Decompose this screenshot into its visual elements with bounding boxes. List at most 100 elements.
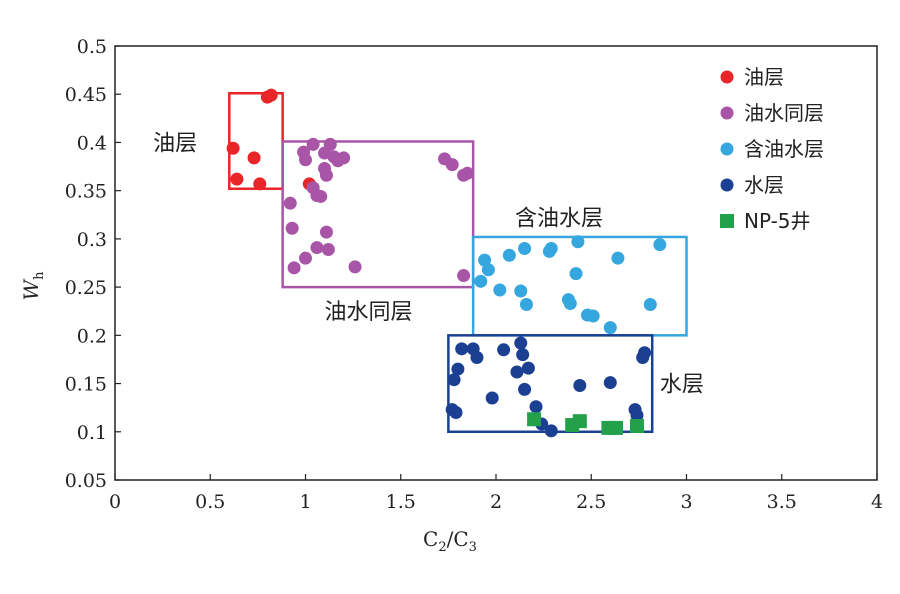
x-tick-label: 2.5 bbox=[576, 491, 606, 513]
data-point bbox=[247, 151, 261, 165]
data-points bbox=[226, 88, 667, 438]
y-axis-title: Wh bbox=[19, 271, 47, 301]
data-point bbox=[630, 408, 644, 422]
legend-label: 油层 bbox=[744, 65, 784, 89]
data-point bbox=[285, 221, 299, 235]
data-point bbox=[474, 274, 488, 288]
x-axis-ticks: 0 0.5 1 1.5 2 2.5 3 3.5 4 bbox=[109, 474, 883, 513]
data-point bbox=[569, 267, 583, 281]
data-point bbox=[306, 137, 320, 151]
data-point bbox=[514, 336, 528, 350]
data-point bbox=[586, 309, 600, 323]
data-point bbox=[460, 166, 474, 180]
y-tick-label: 0.2 bbox=[77, 325, 107, 347]
data-point bbox=[319, 225, 333, 239]
y-tick-label: 0.05 bbox=[65, 470, 107, 492]
data-point bbox=[287, 261, 301, 275]
x-tick-label: 1.5 bbox=[386, 491, 416, 513]
y-tick-label: 0.1 bbox=[77, 422, 107, 444]
legend-marker bbox=[720, 178, 734, 192]
region-label: 油水同层 bbox=[325, 300, 413, 325]
x-tick-label: 0.5 bbox=[195, 491, 225, 513]
data-point bbox=[497, 343, 511, 357]
data-point bbox=[514, 284, 528, 298]
data-point bbox=[445, 158, 459, 172]
legend-marker bbox=[720, 70, 734, 84]
y-tick-label: 0.3 bbox=[77, 229, 107, 251]
data-point bbox=[563, 297, 577, 311]
data-point bbox=[457, 269, 471, 283]
data-point bbox=[611, 251, 625, 265]
data-point bbox=[653, 238, 667, 252]
data-point bbox=[565, 418, 580, 433]
data-point bbox=[253, 177, 267, 191]
data-point bbox=[629, 418, 644, 433]
region-label: 油层 bbox=[153, 131, 197, 156]
data-point bbox=[544, 424, 558, 438]
data-point bbox=[331, 154, 345, 168]
x-tick-label: 0 bbox=[109, 491, 121, 513]
data-point bbox=[470, 351, 484, 365]
data-point bbox=[260, 90, 274, 104]
data-point bbox=[321, 242, 335, 256]
data-point bbox=[573, 378, 587, 392]
x-tick-label: 4 bbox=[871, 491, 883, 513]
legend-label: 水层 bbox=[744, 173, 784, 197]
data-point bbox=[447, 373, 461, 387]
data-point bbox=[493, 283, 507, 297]
data-point bbox=[449, 405, 463, 419]
data-point bbox=[455, 342, 469, 356]
y-tick-label: 0.45 bbox=[65, 84, 107, 106]
x-tick-label: 2 bbox=[490, 491, 502, 513]
data-point bbox=[481, 263, 495, 277]
legend-label: 油水同层 bbox=[744, 101, 824, 125]
data-point bbox=[502, 248, 516, 262]
y-tick-label: 0.4 bbox=[77, 132, 107, 154]
y-tick-label: 0.35 bbox=[65, 181, 107, 203]
y-tick-label: 0.5 bbox=[77, 36, 107, 58]
data-point bbox=[527, 412, 542, 427]
y-tick-label: 0.25 bbox=[65, 277, 107, 299]
data-point bbox=[230, 172, 244, 186]
data-point bbox=[519, 297, 533, 311]
data-point bbox=[348, 260, 362, 274]
data-point bbox=[310, 241, 324, 255]
legend-marker bbox=[720, 214, 734, 228]
x-tick-label: 3.5 bbox=[767, 491, 797, 513]
x-tick-label: 3 bbox=[680, 491, 692, 513]
data-point bbox=[485, 391, 499, 405]
data-point bbox=[283, 196, 297, 210]
data-point bbox=[518, 382, 532, 396]
data-point bbox=[319, 168, 333, 182]
x-tick-label: 1 bbox=[299, 491, 311, 513]
legend-marker bbox=[720, 142, 734, 156]
data-point bbox=[226, 141, 240, 155]
data-point bbox=[314, 189, 328, 203]
data-point bbox=[542, 244, 556, 258]
data-point bbox=[521, 361, 535, 375]
legend-label: 含油水层 bbox=[744, 137, 824, 161]
region-label: 含油水层 bbox=[515, 207, 603, 232]
data-point bbox=[518, 242, 532, 256]
region-label: 水层 bbox=[660, 373, 704, 398]
data-point bbox=[571, 235, 585, 249]
region-box bbox=[281, 140, 475, 289]
data-point bbox=[299, 251, 312, 265]
data-point bbox=[451, 362, 465, 376]
data-point bbox=[529, 400, 543, 414]
y-tick-label: 0.15 bbox=[65, 374, 107, 396]
data-point bbox=[299, 153, 312, 167]
legend-marker bbox=[720, 106, 734, 120]
x-axis-title: C2/C3 bbox=[423, 527, 477, 555]
legend-label: NP-5井 bbox=[744, 209, 811, 233]
data-point bbox=[609, 420, 624, 435]
y-axis-ticks: 0.05 0.1 0.15 0.2 0.25 0.3 0.35 0.4 0.45 0.5 bbox=[65, 36, 121, 492]
data-point bbox=[603, 376, 617, 390]
data-point bbox=[643, 297, 657, 311]
data-point bbox=[510, 365, 524, 379]
data-point bbox=[516, 348, 530, 362]
data-point bbox=[603, 321, 617, 335]
